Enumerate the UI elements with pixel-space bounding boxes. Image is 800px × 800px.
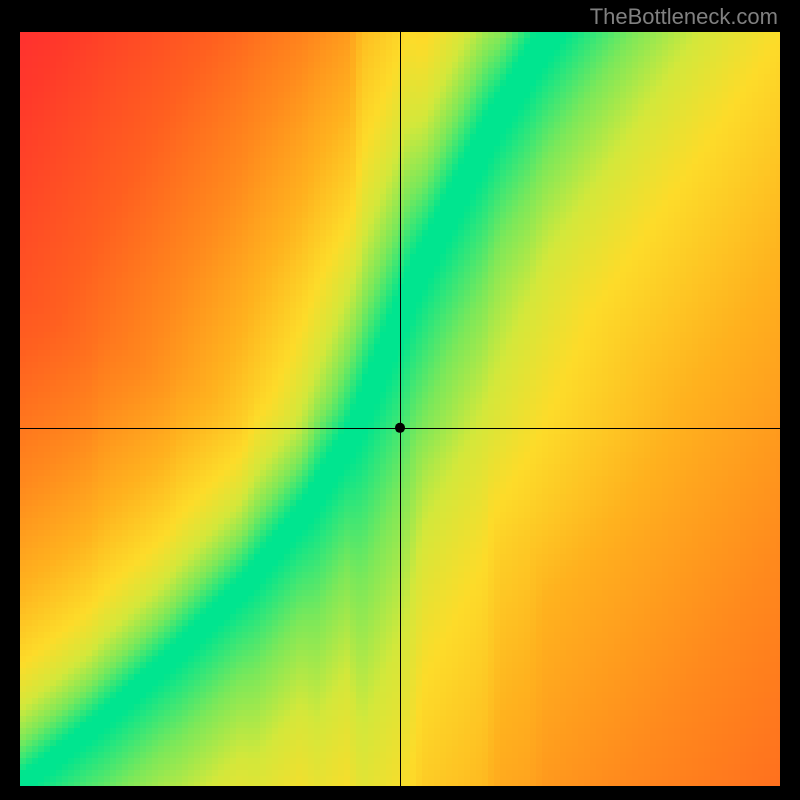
watermark-text: TheBottleneck.com [590,4,778,30]
image-root: TheBottleneck.com [0,0,800,800]
crosshair-overlay [20,32,780,786]
